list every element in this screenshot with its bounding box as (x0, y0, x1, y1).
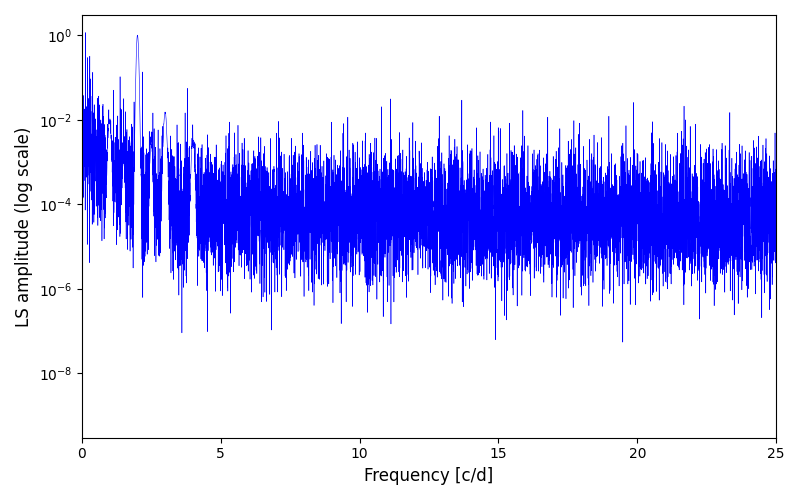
Y-axis label: LS amplitude (log scale): LS amplitude (log scale) (15, 126, 33, 326)
X-axis label: Frequency [c/d]: Frequency [c/d] (364, 467, 494, 485)
